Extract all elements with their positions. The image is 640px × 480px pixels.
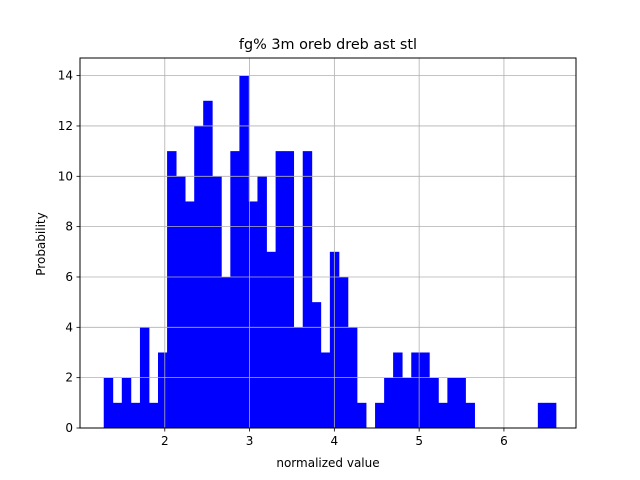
histogram-bar: [103, 377, 114, 428]
histogram-bar: [465, 402, 475, 428]
y-tick-label: 10: [58, 169, 73, 183]
histogram-bar: [393, 352, 403, 428]
histogram-bar: [230, 151, 240, 428]
histogram-bar: [537, 402, 548, 428]
histogram-bar: [112, 402, 123, 428]
histogram-bar: [302, 151, 313, 428]
histogram-bar: [284, 151, 295, 428]
histogram-bar: [130, 402, 141, 428]
histogram-bar: [438, 402, 448, 428]
histogram-bar: [148, 402, 159, 428]
histogram-bar: [402, 377, 412, 428]
x-tick-label: 6: [500, 434, 508, 448]
x-tick-label: 5: [415, 434, 423, 448]
histogram-bar: [546, 402, 557, 428]
histogram-bar: [176, 176, 186, 428]
x-tick-label: 2: [161, 434, 169, 448]
histogram-bar: [266, 251, 276, 428]
y-tick-label: 6: [65, 270, 73, 284]
histogram-bar: [420, 352, 430, 428]
histogram-bar: [257, 176, 267, 428]
histogram-bar: [356, 402, 367, 428]
x-tick-label: 3: [246, 434, 254, 448]
histogram-bar: [411, 352, 421, 428]
y-tick-label: 8: [65, 220, 73, 234]
histogram-bar: [384, 377, 394, 428]
histogram-bar: [311, 302, 322, 428]
grid: [80, 58, 576, 429]
y-axis-label: Probability: [34, 212, 48, 275]
histogram-bar: [456, 377, 466, 428]
x-axis-label: normalized value: [276, 456, 379, 470]
y-tick-label: 2: [65, 371, 73, 385]
histogram-bar: [239, 75, 249, 428]
bars: [103, 75, 557, 429]
histogram-bar: [447, 377, 457, 428]
x-axis: 2 3 4 5 6: [161, 428, 508, 448]
y-tick-label: 0: [65, 421, 73, 435]
histogram-bar: [121, 377, 132, 428]
histogram-bar: [212, 176, 222, 428]
histogram-bar: [248, 201, 258, 428]
y-tick-label: 14: [58, 69, 73, 83]
plot-frame: [79, 57, 577, 429]
histogram-bar: [375, 402, 385, 428]
histogram-bar: [320, 352, 331, 428]
histogram-bar: [203, 100, 213, 428]
histogram-bar: [275, 151, 286, 428]
y-tick-label: 12: [58, 119, 73, 133]
histogram-bar: [158, 352, 168, 428]
histogram-bar: [338, 276, 349, 428]
chart-title: fg% 3m oreb dreb ast stl: [239, 37, 417, 53]
x-tick-label: 4: [331, 434, 339, 448]
histogram-bar: [221, 276, 231, 428]
histogram-bar: [185, 201, 195, 428]
histogram-bar: [167, 151, 177, 428]
y-axis: 0 2 4 6 8 10 12 14: [58, 69, 80, 435]
y-tick-label: 4: [65, 320, 73, 334]
histogram-bar: [429, 377, 439, 428]
